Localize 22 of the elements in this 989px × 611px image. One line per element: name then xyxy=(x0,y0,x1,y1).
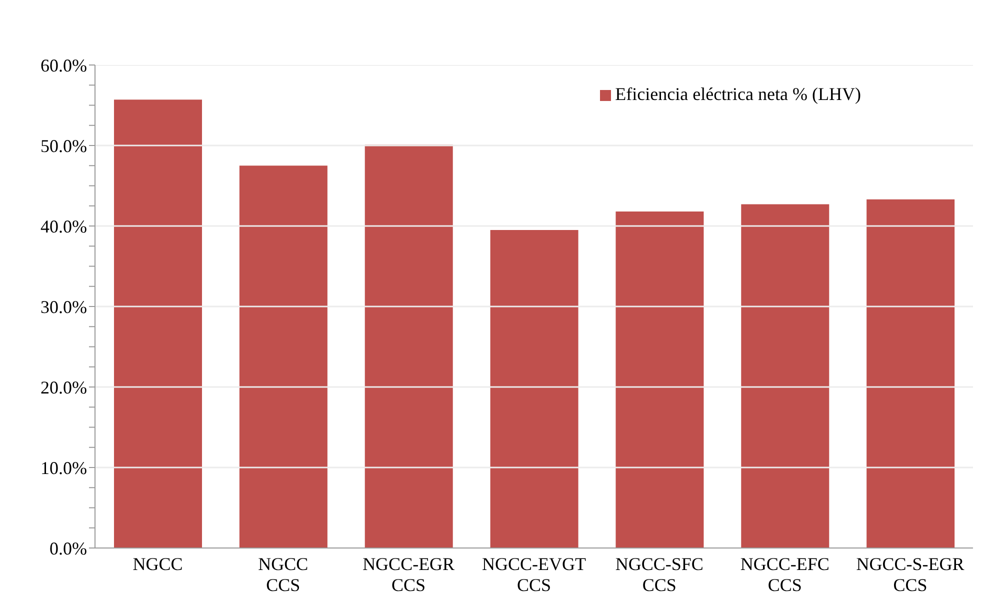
bar xyxy=(490,230,578,548)
bar xyxy=(239,166,328,548)
bar xyxy=(741,204,830,548)
x-tick-label: NGCC xyxy=(132,554,183,574)
x-tick-label: NGCC-EVGT CCS xyxy=(482,554,586,595)
bar xyxy=(866,199,955,548)
x-tick-label: NGCC-EGR CCS xyxy=(362,554,455,595)
bar xyxy=(364,144,453,548)
y-tick-label: 60.0% xyxy=(40,55,87,76)
y-tick-label: 30.0% xyxy=(40,296,87,317)
bar xyxy=(616,212,704,548)
y-tick-label: 50.0% xyxy=(40,136,87,156)
x-tick-label: NGCC CCS xyxy=(258,554,308,595)
bar xyxy=(114,100,202,548)
y-tick-label: 20.0% xyxy=(40,377,87,398)
y-tick-label: 40.0% xyxy=(40,216,87,236)
x-tick-label: NGCC-S-EGR CCS xyxy=(856,554,964,595)
y-tick-label: 0.0% xyxy=(50,538,87,558)
x-tick-label: NGCC-SFC CCS xyxy=(615,554,704,595)
legend-label: Eficiencia eléctrica neta % (LHV) xyxy=(615,84,861,104)
x-tick-label: NGCC-EFC CCS xyxy=(740,554,830,595)
y-tick-label: 10.0% xyxy=(40,458,87,478)
